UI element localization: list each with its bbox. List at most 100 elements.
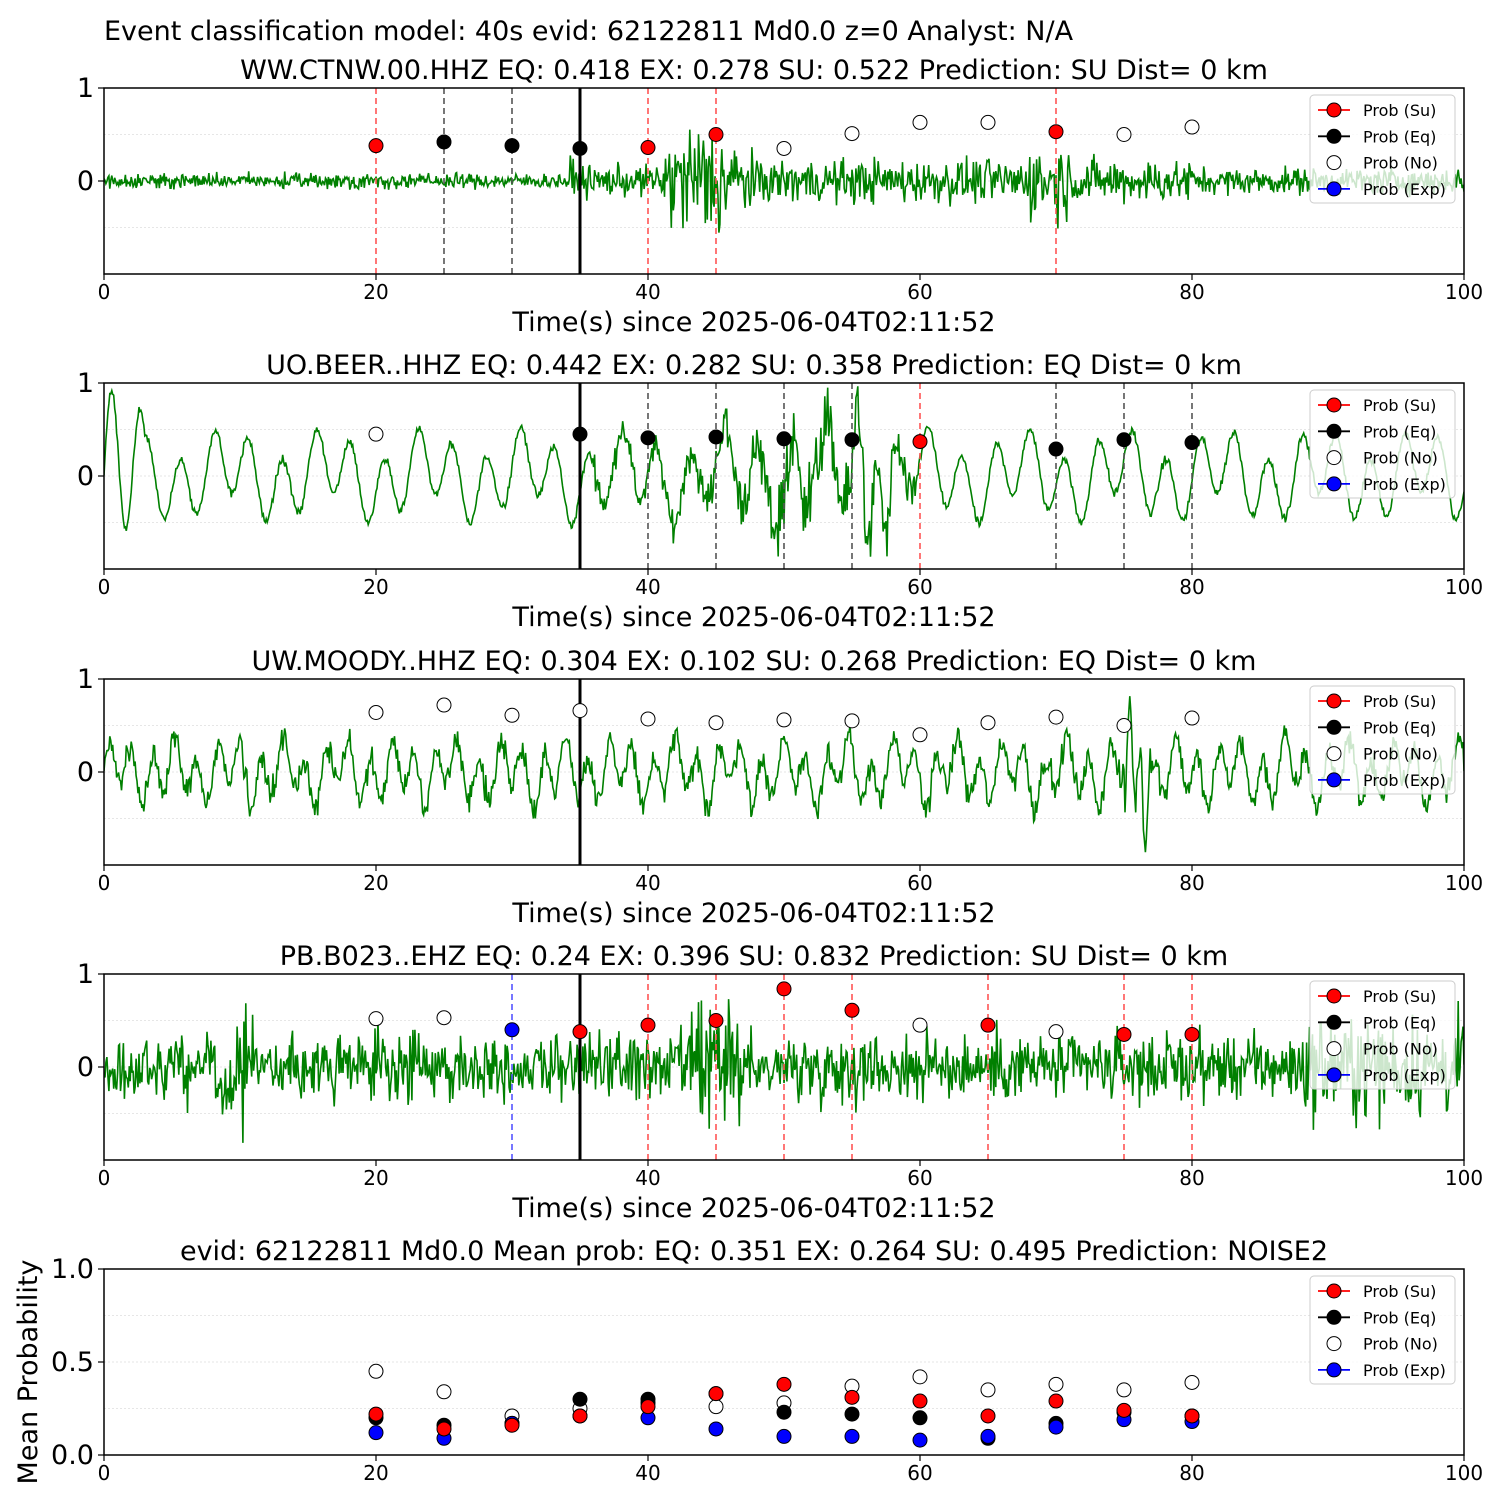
mean-prob-point-no <box>436 1384 452 1400</box>
mean-prob-point-exp <box>708 1421 724 1437</box>
prob-point-no <box>368 426 384 442</box>
prob-point-su <box>912 434 928 450</box>
legend-label-exp: Prob (Exp) <box>1363 475 1446 494</box>
panel-title: UW.MOODY..HHZ EQ: 0.304 EX: 0.102 SU: 0.… <box>252 646 1257 677</box>
prob-point-no <box>776 712 792 728</box>
legend-marker-no <box>1326 450 1342 466</box>
x-tick-label: 80 <box>1179 871 1204 895</box>
mean-prob-point-su <box>776 1376 792 1392</box>
mean-prob-point-exp <box>1048 1419 1064 1435</box>
mean-prob-point-eq <box>776 1404 792 1420</box>
x-tick-label: 60 <box>907 871 932 895</box>
legend-label-su: Prob (Su) <box>1363 692 1436 711</box>
prob-point-eq <box>844 432 860 448</box>
x-tick-label: 100 <box>1445 280 1483 304</box>
prob-point-no <box>1116 127 1132 142</box>
mean-prob-point-exp <box>912 1432 928 1448</box>
x-tick-label: 80 <box>1179 575 1204 599</box>
legend: Prob (Su) Prob (Eq) Prob (No) Prob (Exp) <box>1309 685 1456 795</box>
prob-point-no <box>436 697 452 713</box>
legend-label-exp: Prob (Exp) <box>1363 771 1446 790</box>
x-tick-label: 40 <box>635 1461 660 1485</box>
legend-label-exp: Prob (Exp) <box>1363 1361 1446 1380</box>
legend-marker-exp <box>1326 1362 1342 1378</box>
x-tick-label: 0 <box>98 575 111 599</box>
prob-point-no <box>368 704 384 720</box>
x-axis-label: Time(s) since 2025-06-04T02:11:52 <box>511 1193 995 1224</box>
prob-point-no <box>912 1017 928 1033</box>
prob-point-no <box>1116 718 1132 733</box>
x-tick-label: 20 <box>363 871 388 895</box>
prob-point-eq <box>1116 432 1132 448</box>
waveform-trace <box>104 696 1464 853</box>
waveform-trace <box>104 999 1464 1143</box>
prob-point-su <box>368 138 384 154</box>
prob-point-exp <box>504 1022 520 1038</box>
plot-area <box>104 383 1464 569</box>
legend-label-eq: Prob (Eq) <box>1363 127 1436 146</box>
mean-prob-point-su <box>980 1408 996 1424</box>
prob-point-su <box>1048 124 1064 140</box>
x-tick-label: 40 <box>635 1166 660 1190</box>
x-tick-label: 0 <box>98 280 111 304</box>
x-tick-label: 80 <box>1179 1166 1204 1190</box>
prob-point-no <box>504 707 520 723</box>
prob-point-eq <box>776 431 792 447</box>
prob-point-no <box>1184 710 1200 726</box>
waveform-trace <box>104 129 1464 233</box>
legend-marker-no <box>1326 1336 1342 1352</box>
x-tick-label: 0 <box>98 871 111 895</box>
legend-marker-exp <box>1326 476 1342 492</box>
x-axis-label: Time(s) since 2025-06-04T02:11:52 <box>511 307 995 338</box>
y-tick-label: 1 <box>77 959 94 990</box>
x-tick-label: 60 <box>907 280 932 304</box>
plot-area <box>104 88 1464 274</box>
prob-point-su <box>776 981 792 997</box>
mean-prob-point-no <box>368 1363 384 1379</box>
y-tick-label: 0 <box>77 1052 94 1083</box>
panel-title: UO.BEER..HHZ EQ: 0.442 EX: 0.282 SU: 0.3… <box>266 350 1242 381</box>
prob-point-no <box>844 713 860 729</box>
prob-point-eq <box>572 426 588 442</box>
mean-prob-point-su <box>1048 1393 1064 1409</box>
legend-label-eq: Prob (Eq) <box>1363 718 1436 737</box>
y-tick-label: 1.0 <box>51 1254 94 1285</box>
prob-point-eq <box>504 138 520 154</box>
legend-marker-su <box>1326 1283 1342 1299</box>
legend-box <box>1309 94 1456 204</box>
mean-prob-point-su <box>912 1393 928 1409</box>
prob-point-no <box>1048 1024 1064 1040</box>
plot-area <box>104 679 1464 865</box>
legend: Prob (Su) Prob (Eq) Prob (No) Prob (Exp) <box>1309 94 1456 204</box>
y-tick-label: 0 <box>77 166 94 197</box>
panel-5: evid: 62122811 Md0.0 Mean prob: EQ: 0.35… <box>13 1236 1483 1485</box>
x-tick-label: 20 <box>363 1461 388 1485</box>
panel-title: evid: 62122811 Md0.0 Mean prob: EQ: 0.35… <box>180 1236 1328 1267</box>
prob-point-eq <box>640 430 656 446</box>
prob-point-su <box>708 1013 724 1028</box>
mean-prob-point-su <box>640 1399 656 1415</box>
legend-label-exp: Prob (Exp) <box>1363 1066 1446 1085</box>
mean-prob-point-su <box>436 1421 452 1437</box>
legend-marker-eq <box>1326 1014 1342 1030</box>
x-tick-label: 40 <box>635 871 660 895</box>
legend-marker-no <box>1326 155 1342 171</box>
prob-point-no <box>980 114 996 130</box>
y-tick-label: 1 <box>77 664 94 695</box>
legend-label-su: Prob (Su) <box>1363 101 1436 120</box>
x-tick-label: 0 <box>98 1166 111 1190</box>
mean-prob-point-no <box>708 1399 724 1415</box>
panel-3: UW.MOODY..HHZ EQ: 0.304 EX: 0.102 SU: 0.… <box>77 646 1483 929</box>
x-axis-label: Time(s) since 2025-06-04T02:11:52 <box>511 898 995 929</box>
legend-marker-su <box>1326 102 1342 118</box>
legend-marker-eq <box>1326 719 1342 735</box>
x-tick-label: 40 <box>635 280 660 304</box>
panels: WW.CTNW.00.HHZ EQ: 0.418 EX: 0.278 SU: 0… <box>13 55 1483 1485</box>
x-tick-label: 60 <box>907 1461 932 1485</box>
x-tick-label: 60 <box>907 575 932 599</box>
mean-prob-point-su <box>572 1408 588 1424</box>
legend-label-exp: Prob (Exp) <box>1363 180 1446 199</box>
y-tick-label: 0 <box>77 757 94 788</box>
mean-prob-point-exp <box>980 1428 996 1444</box>
mean-prob-point-eq <box>844 1406 860 1422</box>
